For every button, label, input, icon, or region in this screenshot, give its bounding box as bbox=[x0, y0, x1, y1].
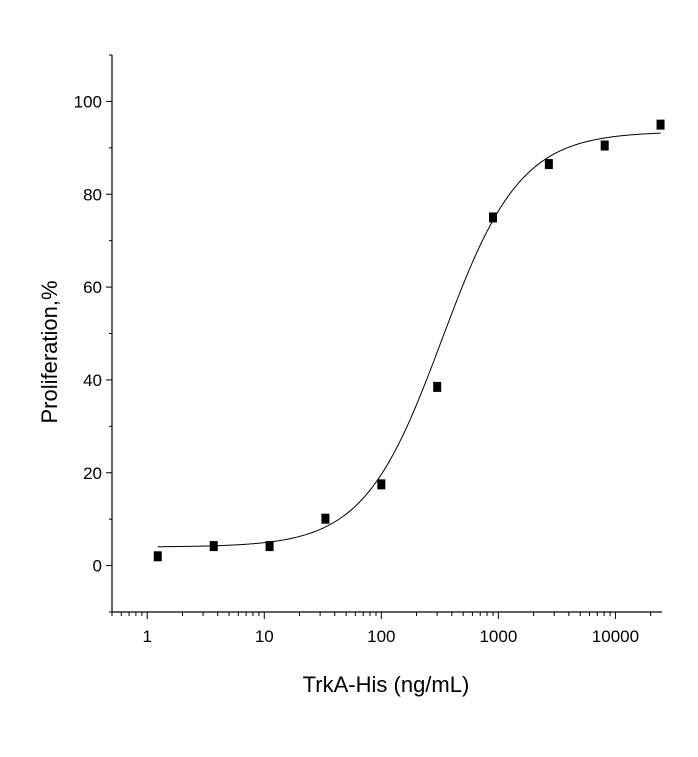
y-tick-label: 80 bbox=[83, 185, 102, 204]
y-tick-label: 0 bbox=[93, 557, 102, 576]
y-tick-label: 20 bbox=[83, 464, 102, 483]
plot-area: 0 20 40 60 80 100 1 10 100 1000 10000 bbox=[74, 54, 665, 646]
data-point bbox=[433, 381, 442, 392]
x-tick-label: 10000 bbox=[592, 627, 639, 646]
y-ticks: 0 20 40 60 80 100 bbox=[74, 54, 112, 613]
data-point bbox=[600, 140, 609, 151]
data-point bbox=[377, 479, 386, 490]
data-point bbox=[265, 541, 274, 552]
data-point bbox=[321, 513, 330, 524]
x-tick-label: 100 bbox=[367, 627, 395, 646]
x-axis-title: TrkA-His (ng/mL) bbox=[303, 672, 470, 697]
y-tick-label: 100 bbox=[74, 92, 102, 111]
y-tick-label: 60 bbox=[83, 278, 102, 297]
x-tick-label: 1 bbox=[143, 627, 152, 646]
data-points bbox=[153, 119, 665, 562]
data-point bbox=[489, 212, 498, 223]
data-point bbox=[209, 541, 218, 552]
x-tick-label: 1000 bbox=[479, 627, 517, 646]
data-point bbox=[544, 159, 553, 170]
data-point bbox=[153, 551, 162, 562]
data-point bbox=[656, 119, 665, 130]
fit-curve bbox=[157, 132, 661, 548]
y-tick-label: 40 bbox=[83, 371, 102, 390]
x-ticks: 1 10 100 1000 10000 bbox=[111, 612, 652, 646]
y-axis-title: Proliferation,% bbox=[37, 280, 62, 423]
x-tick-label: 10 bbox=[255, 627, 274, 646]
